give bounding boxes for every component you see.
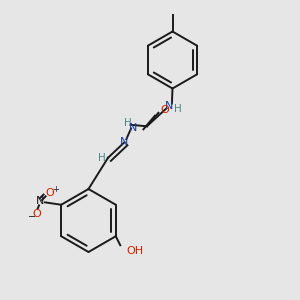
Text: N: N xyxy=(164,101,173,111)
Text: N: N xyxy=(128,123,137,133)
Text: H: H xyxy=(98,153,105,164)
Text: O: O xyxy=(160,105,169,116)
Text: O: O xyxy=(33,209,42,219)
Text: +: + xyxy=(52,184,59,194)
Text: OH: OH xyxy=(127,246,144,256)
Text: O: O xyxy=(45,188,54,198)
Text: H: H xyxy=(124,118,131,128)
Text: H: H xyxy=(174,104,182,115)
Text: N: N xyxy=(120,137,129,147)
Text: N: N xyxy=(35,196,44,206)
Text: −: − xyxy=(28,212,36,222)
